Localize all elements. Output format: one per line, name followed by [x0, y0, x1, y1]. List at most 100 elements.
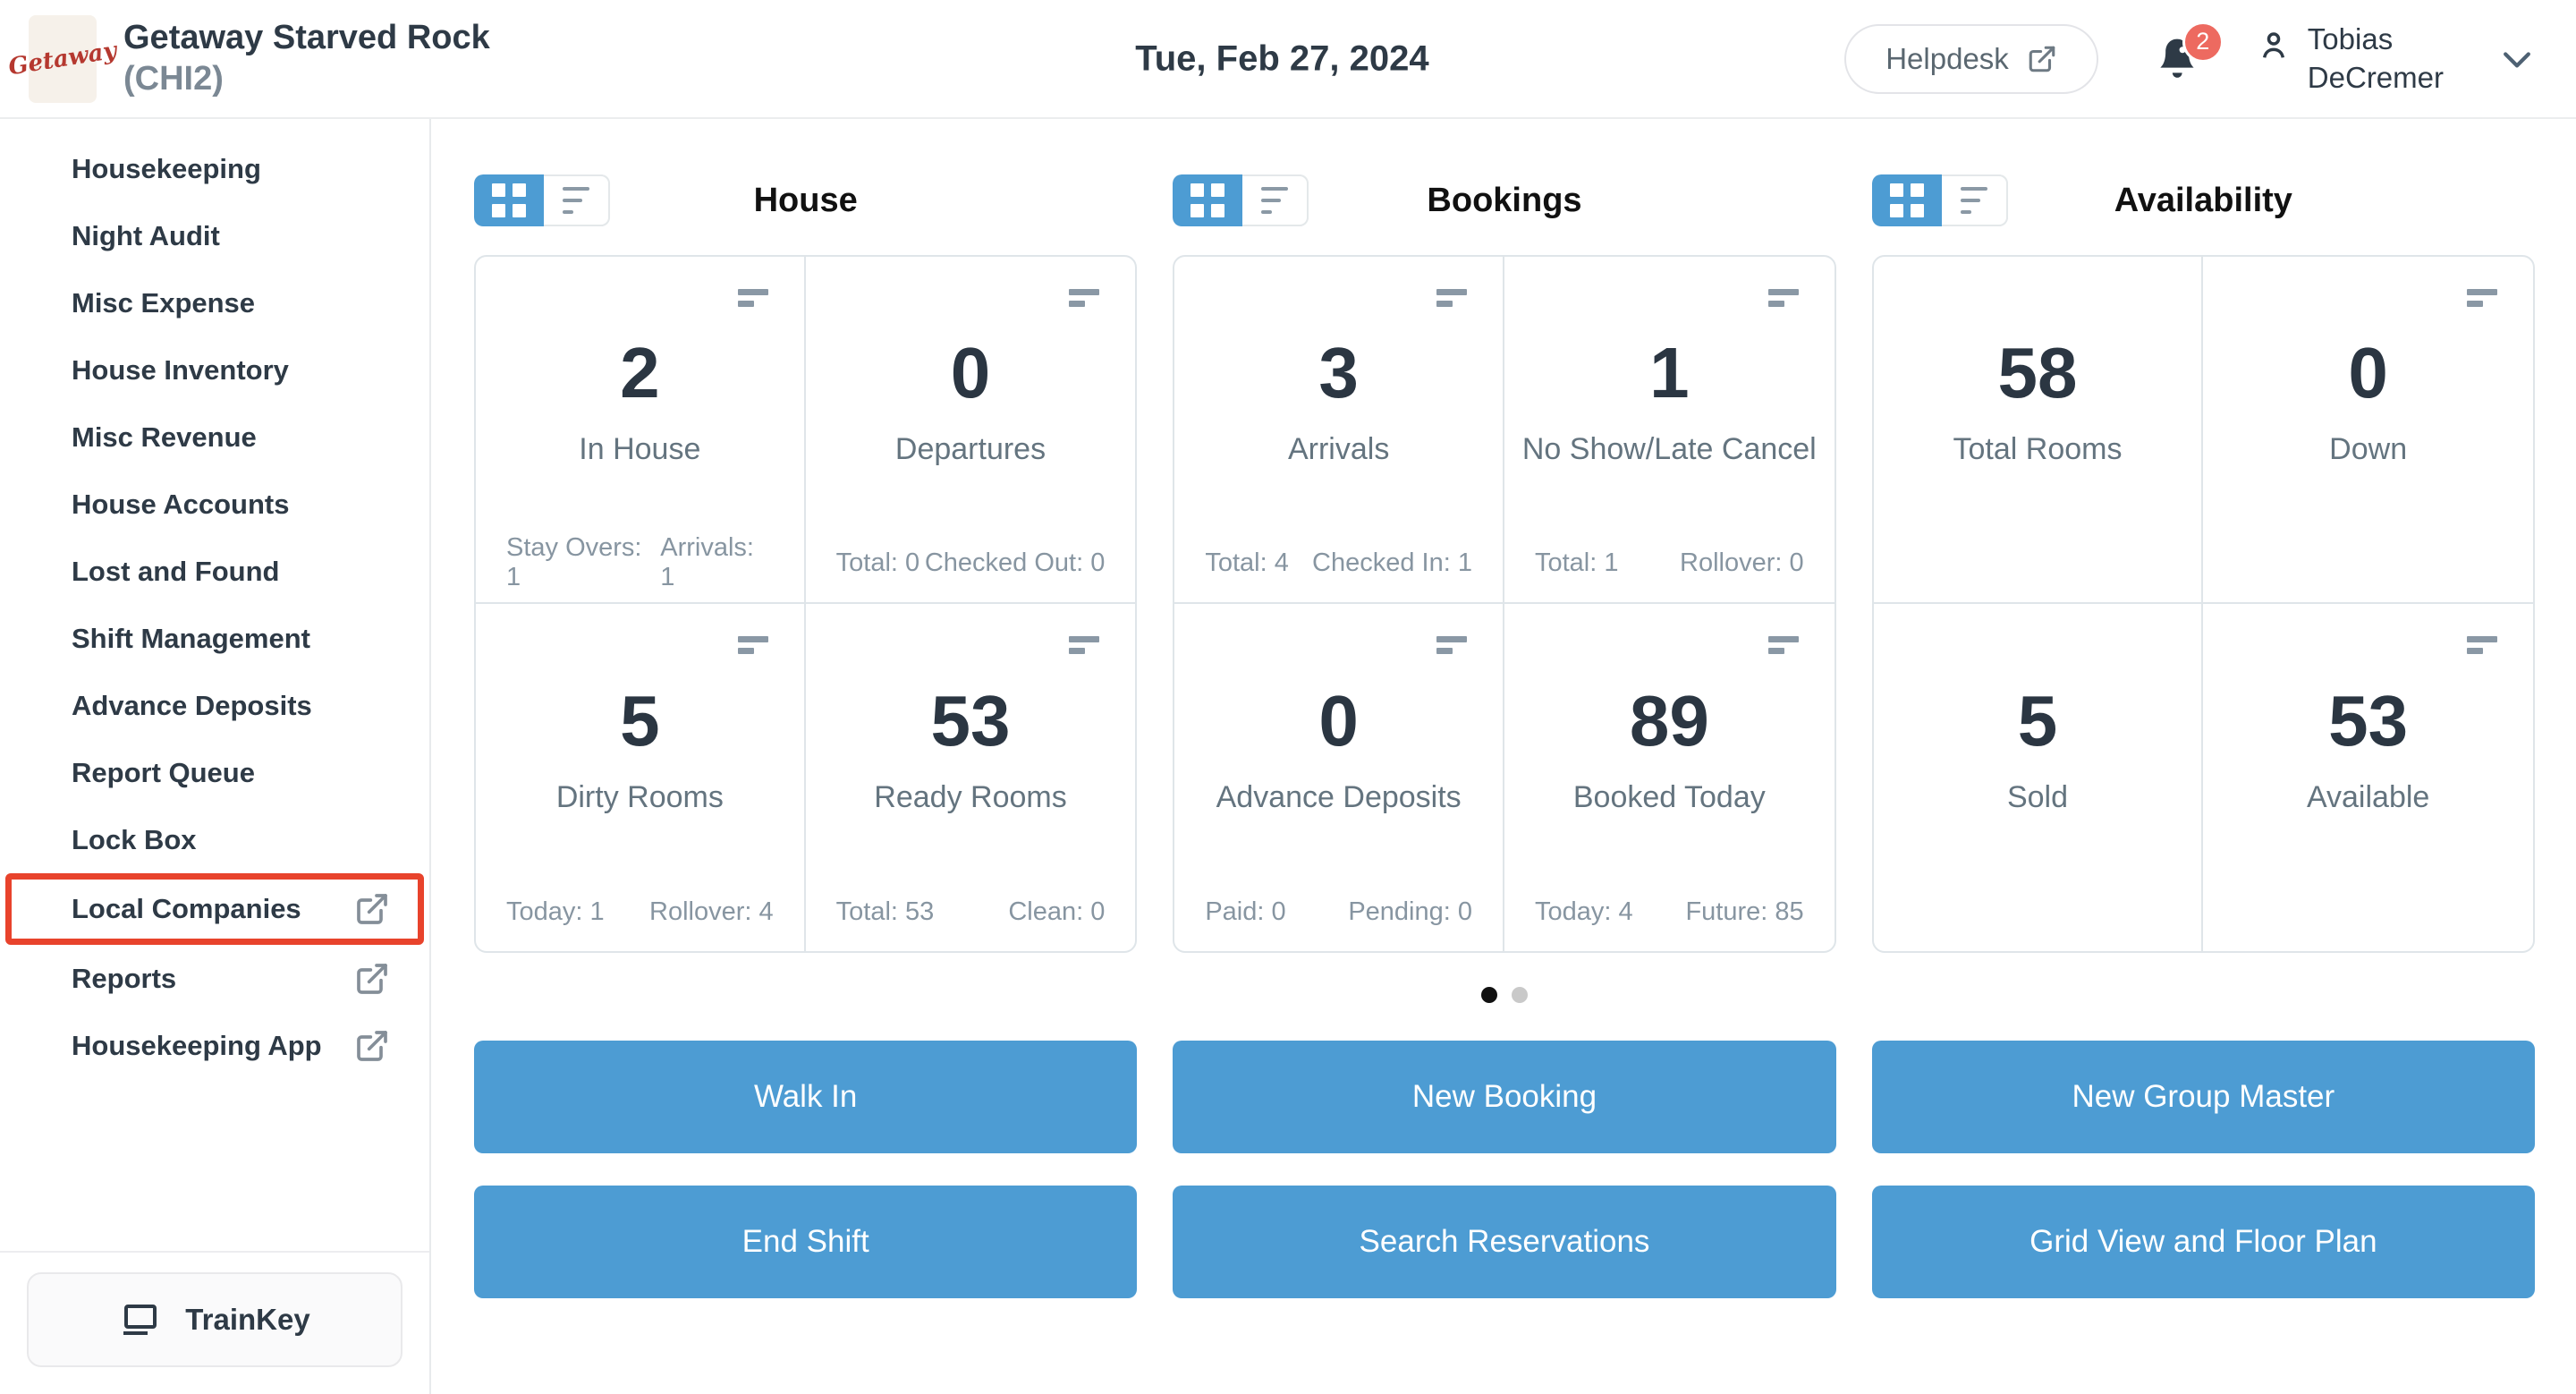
grid-icon	[1889, 183, 1924, 217]
carousel-dots	[474, 987, 2535, 1003]
stat-label: Ready Rooms	[874, 779, 1067, 814]
sidebar-item-label: Shift Management	[72, 622, 310, 654]
new-group-master-button[interactable]: New Group Master	[1871, 1041, 2535, 1153]
sidebar-item-night-audit[interactable]: Night Audit	[0, 202, 429, 269]
stat-card-in-house[interactable]: 2 In House Stay Overs: 1 Arrivals: 1	[476, 257, 806, 604]
sidebar-item-house-inventory[interactable]: House Inventory	[0, 336, 429, 404]
sidebar-item-label: House Accounts	[72, 488, 290, 520]
sidebar-item-report-queue[interactable]: Report Queue	[0, 739, 429, 806]
user-menu[interactable]: Tobias DeCremer	[2256, 21, 2444, 98]
stat-sub-right: Rollover: 0	[1680, 548, 1804, 577]
stat-card-departures[interactable]: 0 Departures Total: 0 Checked Out: 0	[805, 257, 1136, 604]
grid-view-button[interactable]	[1173, 174, 1243, 226]
user-first-name: Tobias	[2307, 21, 2394, 55]
user-last-name: DeCremer	[2307, 60, 2444, 94]
stat-sub-left: Total: 0	[835, 548, 920, 577]
list-icon	[1960, 187, 1987, 214]
stat-menu-icon[interactable]	[1436, 636, 1467, 654]
sidebar-item-lock-box[interactable]: Lock Box	[0, 806, 429, 873]
helpdesk-button[interactable]: Helpdesk	[1844, 23, 2098, 94]
sidebar-item-label: Reports	[72, 962, 177, 994]
stat-label: Departures	[894, 431, 1046, 466]
stat-card-center: 0 Down	[2203, 257, 2533, 523]
stat-card-dirty-rooms[interactable]: 5 Dirty Rooms Today: 1 Rollover: 4	[476, 604, 806, 951]
sidebar-item-lost-and-found[interactable]: Lost and Found	[0, 538, 429, 605]
getaway-logo: Getaway	[6, 14, 119, 103]
new-booking-button[interactable]: New Booking	[1173, 1041, 1836, 1153]
stat-card-no-show-late-cancel[interactable]: 1 No Show/Late Cancel Total: 1 Rollover:…	[1504, 257, 1835, 604]
stat-value: 1	[1649, 332, 1690, 412]
user-name: Tobias DeCremer	[2308, 21, 2444, 98]
carousel-dot-2[interactable]	[1512, 987, 1528, 1003]
top-header: Getaway Getaway Starved Rock (CHI2) Tue,…	[0, 0, 2576, 119]
sidebar-item-housekeeping[interactable]: Housekeeping	[0, 135, 429, 202]
stat-card-sold[interactable]: 5 Sold	[1874, 604, 2204, 951]
action-column-3: New Group Master Grid View and Floor Plan	[1871, 1041, 2535, 1298]
section-house: House 2 In House Stay Overs: 1 Arrivals:…	[474, 174, 1138, 953]
sidebar-item-housekeeping-app[interactable]: Housekeeping App	[0, 1012, 429, 1079]
property-title: Getaway Starved Rock (CHI2)	[123, 18, 490, 99]
stat-menu-icon[interactable]	[737, 636, 768, 654]
stat-card-booked-today[interactable]: 89 Booked Today Today: 4 Future: 85	[1504, 604, 1835, 951]
sidebar-nav: Housekeeping Night Audit Misc Expense Ho…	[0, 135, 429, 1251]
sidebar-item-label: Report Queue	[72, 756, 255, 788]
stat-menu-icon[interactable]	[2466, 636, 2497, 654]
trainkey-button[interactable]: TrainKey	[27, 1272, 402, 1367]
sidebar-item-advance-deposits[interactable]: Advance Deposits	[0, 672, 429, 739]
grid-view-button[interactable]	[1871, 174, 1942, 226]
list-view-button[interactable]	[1242, 174, 1309, 226]
current-date: Tue, Feb 27, 2024	[1135, 38, 1429, 78]
notification-badge: 2	[2182, 21, 2224, 63]
stat-menu-icon[interactable]	[2466, 289, 2497, 307]
sidebar-item-shift-management[interactable]: Shift Management	[0, 605, 429, 672]
stat-menu-icon[interactable]	[1069, 636, 1100, 654]
stat-card-footer: Total: 53 Clean: 0	[806, 872, 1136, 951]
stat-card-center: 89 Booked Today	[1504, 604, 1835, 872]
stat-label: In House	[579, 431, 701, 466]
section-availability: Availability 58 Total Rooms 0 Down 5 Sol…	[1871, 174, 2535, 953]
sidebar-item-reports[interactable]: Reports	[0, 945, 429, 1012]
walk-in-button[interactable]: Walk In	[474, 1041, 1138, 1153]
sidebar-item-label: Advance Deposits	[72, 689, 312, 721]
end-shift-button[interactable]: End Shift	[474, 1186, 1138, 1298]
stat-card-available[interactable]: 53 Available	[2203, 604, 2533, 951]
sidebar-item-house-accounts[interactable]: House Accounts	[0, 471, 429, 538]
stat-card-advance-deposits[interactable]: 0 Advance Deposits Paid: 0 Pending: 0	[1174, 604, 1504, 951]
stat-card-ready-rooms[interactable]: 53 Ready Rooms Total: 53 Clean: 0	[806, 604, 1136, 951]
stat-card-total-rooms[interactable]: 58 Total Rooms	[1873, 257, 2204, 604]
stat-card-arrivals[interactable]: 3 Arrivals Total: 4 Checked In: 1	[1174, 257, 1504, 604]
external-link-icon	[2029, 46, 2055, 72]
grid-view-and-floor-plan-button[interactable]: Grid View and Floor Plan	[1871, 1186, 2535, 1298]
stat-sub-left: Today: 4	[1534, 897, 1633, 926]
notifications-button[interactable]: 2	[2152, 21, 2224, 86]
stat-card-grid: 3 Arrivals Total: 4 Checked In: 1 1 No S…	[1173, 255, 1836, 953]
stat-card-down[interactable]: 0 Down	[2203, 257, 2533, 604]
stat-menu-icon[interactable]	[1436, 289, 1467, 307]
view-toggle	[1173, 174, 1309, 226]
property-name: Getaway Starved Rock	[123, 18, 490, 56]
stat-menu-icon[interactable]	[1767, 636, 1799, 654]
sidebar-item-label: Housekeeping	[72, 152, 261, 184]
stat-sub-left: Paid: 0	[1205, 897, 1286, 926]
search-reservations-button[interactable]: Search Reservations	[1173, 1186, 1836, 1298]
stat-sub-left: Total: 53	[835, 897, 935, 926]
grid-view-button[interactable]	[474, 174, 544, 226]
list-view-button[interactable]	[1941, 174, 2008, 226]
stat-menu-icon[interactable]	[1069, 289, 1100, 307]
carousel-dot-1[interactable]	[1481, 987, 1497, 1003]
list-view-button[interactable]	[544, 174, 610, 226]
stat-menu-icon[interactable]	[737, 289, 768, 307]
stat-card-center: 5 Dirty Rooms	[476, 604, 804, 872]
sidebar-item-label: Local Companies	[72, 893, 301, 924]
external-link-icon	[354, 961, 390, 997]
sidebar-item-misc-revenue[interactable]: Misc Revenue	[0, 404, 429, 471]
stat-sub-right: Rollover: 4	[649, 897, 774, 926]
stat-value: 53	[2328, 680, 2409, 761]
helpdesk-label: Helpdesk	[1885, 41, 2009, 75]
sidebar-item-local-companies[interactable]: Local Companies	[5, 873, 424, 945]
stat-menu-icon[interactable]	[1767, 289, 1799, 307]
logo-text: Getaway	[6, 37, 119, 81]
chevron-down-icon[interactable]	[2497, 39, 2537, 79]
sidebar-item-misc-expense[interactable]: Misc Expense	[0, 269, 429, 336]
